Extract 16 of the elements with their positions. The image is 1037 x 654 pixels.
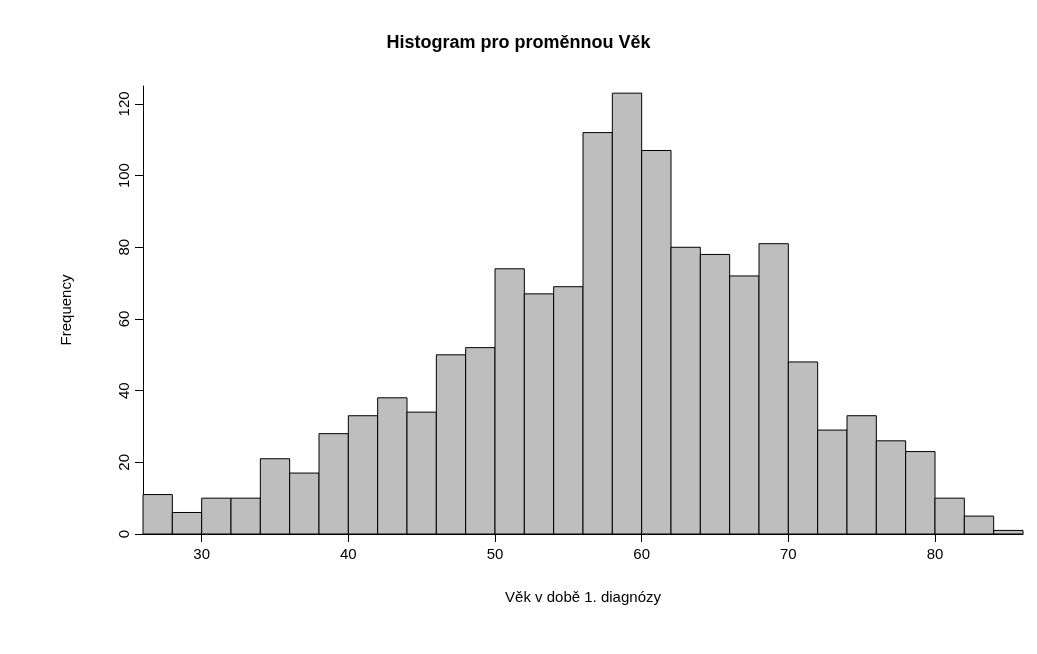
y-tick-label: 80 [115,238,132,256]
y-tick-label: 20 [115,453,132,471]
y-tick-label: 60 [115,310,132,328]
y-tick-label: 120 [115,91,132,117]
x-axis-title: Věk v době 1. diagnózy [505,588,662,605]
x-tick-label: 30 [193,545,211,562]
y-tick-label: 40 [115,382,132,399]
x-tick-label: 70 [779,545,797,562]
x-tick-label: 50 [486,545,504,562]
chart-title: Histogram pro proměnnou Věk [386,32,652,52]
x-tick-label: 40 [339,545,357,562]
x-tick-label: 80 [926,545,944,562]
y-tick-label: 100 [115,163,132,189]
y-tick-label: 0 [115,529,132,539]
x-tick-label: 60 [633,545,651,562]
y-axis-title: Frequency [57,274,74,346]
